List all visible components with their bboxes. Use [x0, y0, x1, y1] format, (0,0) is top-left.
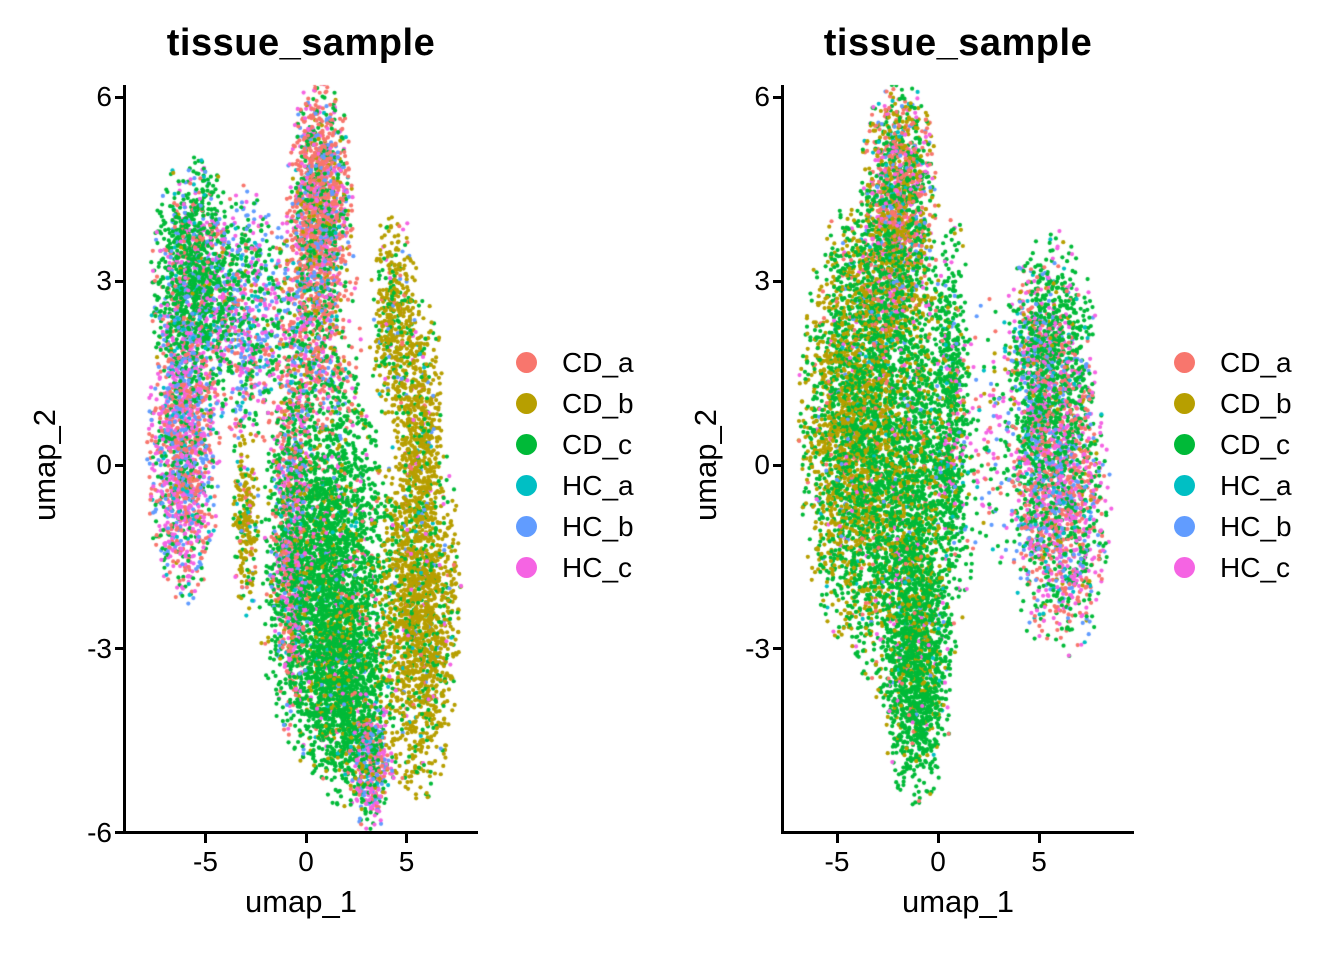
legend-key-dot-CD_c	[1174, 434, 1195, 455]
x-tick-label: -5	[193, 846, 218, 877]
x-tick-mark	[204, 834, 207, 843]
legend-item-HC_a: HC_a	[516, 465, 634, 506]
legend-key-dot-HC_c	[1174, 557, 1195, 578]
y-tick-mark	[773, 279, 782, 283]
legend-label-HC_c: HC_c	[562, 551, 633, 583]
right-panel-x-axis-line	[781, 831, 1134, 834]
right-legend: CD_a CD_b CD_c HC_a HC_b HC_c	[1174, 342, 1292, 588]
legend-key-dot-CD_a	[1174, 352, 1195, 373]
y-tick-mark	[773, 463, 782, 467]
legend-item-HC_b: HC_b	[516, 506, 634, 547]
x-tick-label: 5	[398, 846, 415, 877]
legend-item-HC_c: HC_c	[516, 547, 634, 588]
legend-label-CD_a: CD_a	[1220, 346, 1292, 378]
y-tick-label: 0	[96, 449, 112, 480]
y-tick-label: 6	[754, 81, 770, 113]
legend-item-CD_a: CD_a	[516, 342, 634, 383]
legend-label-HC_b: HC_b	[1220, 510, 1292, 542]
x-tick-mark	[1037, 834, 1041, 843]
legend-label-HC_b: HC_b	[562, 510, 634, 542]
left-plot-title: tissue_sample	[166, 22, 436, 64]
legend-label-HC_a: HC_a	[562, 469, 634, 501]
legend-key-dot-CD_c	[516, 434, 537, 455]
y-tick-label: 0	[754, 449, 770, 480]
y-tick-mark	[773, 95, 782, 99]
legend-label-CD_a: CD_a	[562, 346, 634, 378]
legend-item-CD_a: CD_a	[1174, 342, 1292, 383]
legend-key-dot-HC_a	[516, 475, 537, 496]
x-tick-mark	[405, 834, 408, 843]
legend-key-dot-HC_c	[516, 557, 537, 578]
y-tick-label: -3	[87, 632, 112, 664]
x-tick-label: 5	[1031, 846, 1047, 877]
right-y-axis-title: umap_2	[688, 408, 723, 522]
legend-label-HC_c: HC_c	[1220, 551, 1291, 583]
x-tick-mark	[835, 834, 839, 843]
x-tick-label: -5	[824, 846, 850, 877]
legend-key-dot-HC_a	[1174, 475, 1195, 496]
legend-key-dot-HC_b	[1174, 516, 1195, 537]
y-tick-label: -3	[745, 632, 770, 664]
x-tick-mark	[936, 834, 940, 843]
x-tick-label: 0	[930, 846, 946, 877]
legend-label-CD_c: CD_c	[1220, 428, 1291, 460]
right-x-axis-title: umap_1	[901, 884, 1015, 919]
left-panel-y-axis-line	[123, 85, 126, 834]
legend-label-CD_b: CD_b	[1220, 387, 1292, 419]
legend-label-CD_b: CD_b	[562, 387, 634, 419]
y-tick-mark	[773, 647, 782, 651]
legend-label-HC_a: HC_a	[1220, 469, 1292, 501]
left-x-axis-title: umap_1	[244, 884, 358, 919]
legend-key-dot-CD_a	[516, 352, 537, 373]
legend-label-CD_c: CD_c	[562, 428, 633, 460]
legend-item-HC_b: HC_b	[1174, 506, 1292, 547]
right-panel-y-axis-line	[781, 85, 784, 834]
y-tick-mark	[115, 279, 124, 283]
y-tick-label: 3	[754, 265, 770, 296]
y-tick-label: 3	[96, 265, 112, 296]
legend-key-dot-CD_b	[1174, 393, 1195, 414]
y-tick-mark	[115, 95, 124, 99]
y-tick-mark	[115, 647, 124, 651]
legend-item-HC_c: HC_c	[1174, 547, 1292, 588]
legend-item-CD_b: CD_b	[516, 383, 634, 424]
x-tick-label: 0	[298, 846, 314, 877]
y-tick-mark	[115, 831, 124, 835]
legend-key-dot-CD_b	[516, 393, 537, 414]
left-legend: CD_a CD_b CD_c HC_a HC_b HC_c	[516, 342, 634, 588]
legend-item-CD_c: CD_c	[1174, 424, 1292, 465]
right-plot-title: tissue_sample	[823, 22, 1093, 64]
legend-item-CD_c: CD_c	[516, 424, 634, 465]
y-tick-mark	[115, 463, 124, 467]
legend-key-dot-HC_b	[516, 516, 537, 537]
left-panel-x-axis-line	[123, 831, 478, 834]
y-tick-label: -6	[87, 816, 112, 848]
legend-item-HC_a: HC_a	[1174, 465, 1292, 506]
y-tick-label: 6	[96, 81, 112, 113]
x-tick-mark	[304, 834, 308, 843]
left-y-axis-title: umap_2	[27, 408, 62, 522]
legend-item-CD_b: CD_b	[1174, 383, 1292, 424]
